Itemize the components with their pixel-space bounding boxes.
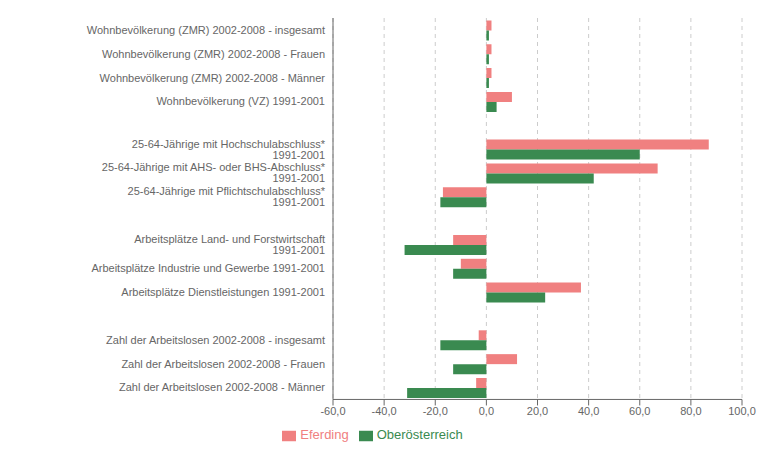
- svg-text:Wohnbevölkerung (ZMR) 2002-200: Wohnbevölkerung (ZMR) 2002-2008 - Frauen: [102, 48, 325, 60]
- svg-text:25-64-Jährige mit Pflichtschul: 25-64-Jährige mit Pflichtschulabschluss*…: [128, 185, 326, 208]
- svg-text:Arbeitsplätze Dienstleistungen: Arbeitsplätze Dienstleistungen 1991-2001: [121, 286, 325, 298]
- svg-text:-40,0: -40,0: [372, 405, 397, 417]
- svg-text:40,0: 40,0: [578, 405, 599, 417]
- svg-text:-60,0: -60,0: [320, 405, 345, 417]
- html-text:Oberösterreich: Oberösterreich: [376, 427, 463, 443]
- svg-text:Wohnbevölkerung (VZ) 1991-2001: Wohnbevölkerung (VZ) 1991-2001: [156, 95, 325, 107]
- svg-text:Zahl der Arbeitslosen 2002-200: Zahl der Arbeitslosen 2002-2008 - Männer: [119, 381, 325, 393]
- svg-text:100,0: 100,0: [728, 405, 756, 417]
- svg-text:-20,0: -20,0: [423, 405, 448, 417]
- svg-text:25-64-Jährige mit AHS- oder BH: 25-64-Jährige mit AHS- oder BHS-Abschlus…: [102, 161, 326, 184]
- svg-text:Wohnbevölkerung (ZMR) 2002-200: Wohnbevölkerung (ZMR) 2002-2008 - Männer: [100, 72, 326, 84]
- svg-text:20,0: 20,0: [527, 405, 548, 417]
- svg-text:80,0: 80,0: [680, 405, 701, 417]
- svg-text:60,0: 60,0: [629, 405, 650, 417]
- svg-text:Zahl der Arbeitslosen 2002-200: Zahl der Arbeitslosen 2002-2008 - Frauen: [121, 358, 325, 370]
- html-text:Eferding: Eferding: [300, 427, 349, 443]
- svg-text:Zahl der Arbeitslosen 2002-200: Zahl der Arbeitslosen 2002-2008 - insges…: [106, 334, 325, 346]
- svg-text:25-64-Jährige mit Hochschulabs: 25-64-Jährige mit Hochschulabschluss*199…: [132, 138, 326, 161]
- svg-text:0,0: 0,0: [479, 405, 494, 417]
- svg-text:Arbeitsplätze Land- und Forstw: Arbeitsplätze Land- und Forstwirtschaft1…: [134, 233, 325, 256]
- svg-text:Arbeitsplätze Industrie und Ge: Arbeitsplätze Industrie und Gewerbe 1991…: [91, 262, 325, 274]
- svg-text:Wohnbevölkerung (ZMR) 2002-200: Wohnbevölkerung (ZMR) 2002-2008 - insges…: [87, 24, 325, 36]
